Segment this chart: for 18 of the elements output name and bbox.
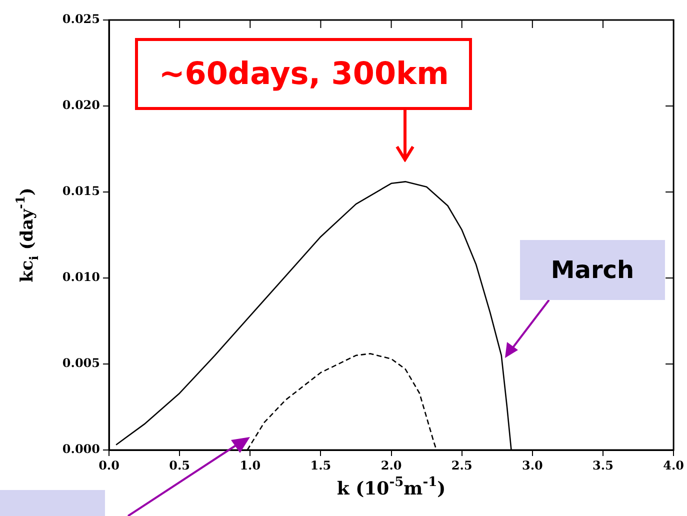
x-tick-label: 0.0	[98, 458, 120, 472]
y-tick-label: 0.000	[62, 442, 100, 456]
x-tick-label: 1.0	[240, 458, 261, 472]
x-tick-label: 2.5	[451, 458, 472, 472]
y-tick-label: 0.015	[62, 184, 100, 198]
y-tick-label: 0.025	[62, 12, 100, 26]
y-tick-label: 0.010	[62, 270, 100, 284]
annotation: ~60days, 300km	[135, 38, 472, 110]
y-tick-label: 0.020	[62, 98, 100, 112]
x-tick-label: 3.5	[592, 458, 614, 472]
x-tick-label: 3.0	[522, 458, 543, 472]
y-axis-title: kci (day-1)	[13, 188, 41, 282]
x-tick-label: 2.0	[380, 458, 402, 472]
x-tick-label: 1.5	[310, 458, 332, 472]
x-tick-label: 0.5	[169, 458, 190, 472]
y-tick-label: 0.005	[62, 356, 100, 370]
x-tick-label: 4.0	[663, 458, 684, 472]
annotation: March	[520, 240, 665, 300]
